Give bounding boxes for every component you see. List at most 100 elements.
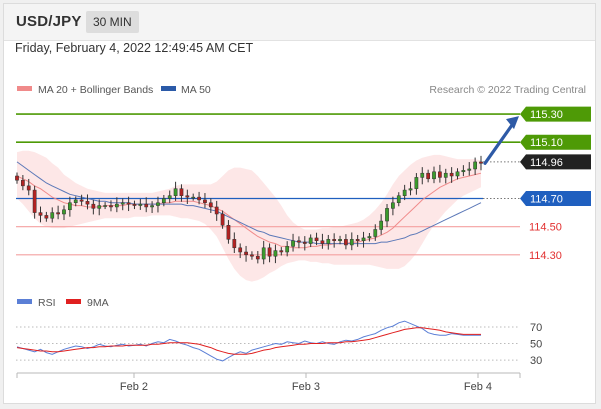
- candle-body: [385, 208, 389, 222]
- candle-body: [203, 199, 207, 203]
- rsi-tick-50: 50: [530, 339, 542, 351]
- candle-body: [443, 172, 448, 178]
- candle-body: [332, 239, 337, 241]
- candle-body: [138, 203, 143, 206]
- candle-body: [79, 199, 84, 202]
- candle-body: [103, 205, 107, 207]
- ma50-line: [16, 161, 482, 245]
- candle-body: [361, 237, 366, 241]
- legend-ma50-label: MA 50: [181, 84, 211, 96]
- candle-body: [396, 195, 401, 203]
- candle-body: [273, 250, 278, 257]
- level-tag-115.10: [520, 134, 591, 150]
- legend-swatch-rsi: [17, 299, 32, 304]
- candle-body: [238, 247, 243, 253]
- x-tick-label: Feb 3: [292, 381, 320, 393]
- candle-body: [226, 225, 231, 240]
- forecast-arrow-head: [506, 116, 519, 130]
- title-bar: USD/JPY 30 MIN: [4, 4, 595, 41]
- candle-body: [349, 239, 354, 246]
- candle-body: [73, 199, 78, 203]
- candle-body: [355, 239, 360, 241]
- level-label-115.30: 115.30: [530, 109, 563, 121]
- candle-body: [261, 247, 266, 260]
- candle-body: [326, 239, 331, 244]
- candle-body: [120, 202, 125, 205]
- level-label-114.96: 114.96: [530, 157, 563, 169]
- level-label-115.10: 115.10: [530, 137, 563, 149]
- level-tag-115.30: [520, 106, 591, 122]
- timestamp: Friday, February 4, 2022 12:49:45 AM CET: [15, 41, 254, 55]
- candle-body: [291, 240, 295, 247]
- level-label-114.30: 114.30: [529, 250, 562, 262]
- x-tick-label: Feb 4: [464, 381, 492, 393]
- rsi-line: [16, 320, 481, 362]
- candle-body: [109, 205, 113, 208]
- legend-ma20-label: MA 20 + Bollinger Bands: [38, 84, 153, 96]
- legend-9ma-label: 9MA: [87, 297, 109, 309]
- candle-body: [367, 236, 372, 239]
- forecast-arrow: [483, 116, 519, 165]
- candle-body: [267, 247, 272, 257]
- timeframe-badge[interactable]: 30 MIN: [86, 11, 139, 33]
- level-label-114.50: 114.50: [529, 222, 562, 234]
- candle-body: [114, 203, 119, 208]
- candle-body: [208, 202, 213, 208]
- level-labels: 115.30 115.10 114.96 114.70 114.50 114.30: [520, 106, 591, 262]
- candle-body: [197, 196, 201, 201]
- candle-body: [179, 188, 184, 196]
- forecast-arrow-shaft: [483, 123, 514, 165]
- candle-body: [173, 188, 178, 196]
- candle-body: [126, 202, 131, 205]
- candle-body: [67, 202, 72, 211]
- legend-rsi-label: RSI: [38, 297, 56, 309]
- candle-body: [420, 172, 425, 178]
- candle-body: [220, 213, 225, 226]
- bollinger-band: [17, 150, 481, 282]
- level-label-114.70: 114.70: [530, 194, 563, 206]
- candle-body: [414, 177, 419, 189]
- legend-swatch-ma50: [161, 86, 176, 91]
- rsi-9ma-line: [16, 327, 481, 355]
- candle-body: [156, 202, 160, 206]
- candle-body: [132, 203, 137, 206]
- level-tag-114.70: [520, 191, 591, 207]
- candle-body: [144, 203, 149, 208]
- candle-body: [26, 185, 31, 191]
- currency-pair-title: USD/JPY: [16, 13, 82, 30]
- candle-body: [244, 251, 248, 256]
- candle-body: [373, 229, 378, 237]
- candle-body: [461, 170, 466, 173]
- candle-body: [50, 212, 55, 219]
- candlesticks: [15, 155, 483, 265]
- candle-body: [426, 172, 431, 180]
- candle-body: [44, 215, 49, 219]
- candle-body: [56, 212, 60, 215]
- candle-body: [479, 161, 483, 164]
- candle-body: [279, 250, 284, 253]
- x-axis-ticks: Feb 2 Feb 3 Feb 4: [16, 373, 521, 393]
- candle-body: [150, 205, 154, 208]
- candle-body: [85, 201, 90, 205]
- rsi-tick-30: 30: [530, 355, 542, 367]
- candle-body: [297, 240, 301, 243]
- research-credit: Research © 2022 Trading Central: [429, 84, 586, 96]
- candle-body: [408, 188, 413, 191]
- candle-body: [38, 212, 43, 216]
- candle-body: [379, 220, 384, 230]
- candle-body: [302, 241, 307, 244]
- candle-body: [161, 198, 166, 203]
- candle-body: [455, 171, 460, 177]
- candle-body: [320, 240, 325, 244]
- level-tag-114.96: [520, 154, 591, 170]
- candle-body: [467, 168, 472, 171]
- candle-body: [449, 172, 454, 177]
- bollinger-band-area: [17, 150, 481, 282]
- candle-body: [91, 203, 96, 209]
- candle-body: [232, 239, 237, 249]
- candle-body: [285, 246, 290, 253]
- candle-body: [185, 195, 190, 198]
- candle-body: [473, 161, 477, 170]
- candle-body: [308, 237, 313, 244]
